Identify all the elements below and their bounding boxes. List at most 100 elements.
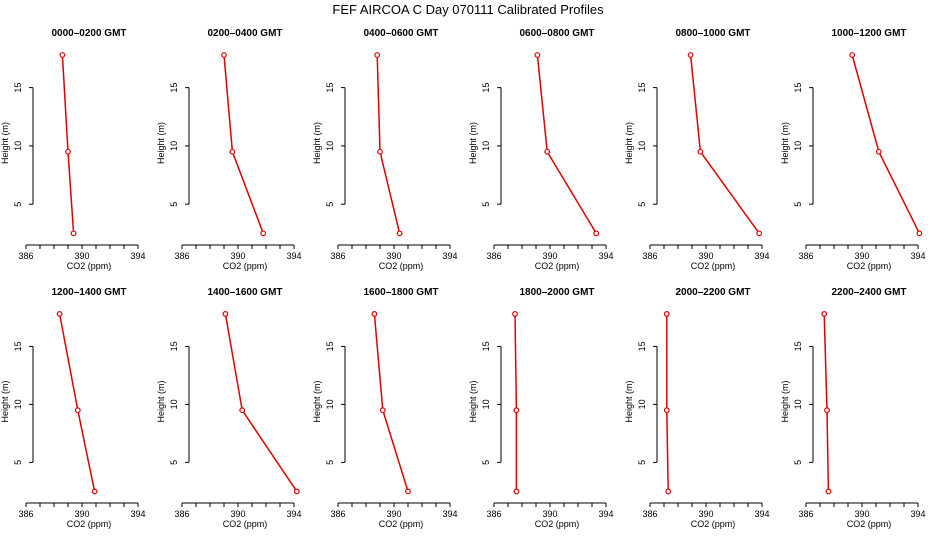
- y-axis-label: Height (m): [312, 380, 322, 422]
- y-tick-label: 5: [637, 460, 647, 465]
- profile-panel: 1200–1400 GMT 386 390 394 CO2 (ppm) 5 10 15 Heig…: [0, 287, 146, 529]
- y-tick-label: 15: [13, 341, 23, 351]
- data-point: [544, 148, 551, 155]
- x-tick-label: 390: [74, 509, 89, 519]
- y-axis-label: Height (m): [156, 380, 166, 422]
- data-point: [70, 230, 77, 237]
- profile-line: [223, 54, 264, 234]
- x-tick-label: 394: [442, 251, 457, 261]
- x-tick-label: 390: [854, 251, 869, 261]
- x-tick-label: 386: [18, 509, 33, 519]
- data-point: [91, 488, 98, 495]
- x-axis-label: CO2 (ppm): [223, 519, 268, 529]
- data-point: [371, 311, 378, 317]
- y-tick-label: 15: [481, 83, 491, 93]
- profile-panel: 2200–2400 GMT 386 390 394 CO2 (ppm) 5 10 15 Heig…: [780, 287, 926, 529]
- x-tick-label: 390: [230, 509, 245, 519]
- x-tick-label: 394: [598, 509, 613, 519]
- y-tick-label: 15: [793, 83, 803, 93]
- y-tick-label: 15: [637, 83, 647, 93]
- x-tick-label: 390: [698, 251, 713, 261]
- x-axis-label: CO2 (ppm): [691, 261, 736, 271]
- profile-line: [224, 313, 298, 492]
- y-tick-label: 15: [637, 341, 647, 351]
- panel-title: 0200–0400 GMT: [207, 28, 282, 39]
- x-axis-label: CO2 (ppm): [223, 261, 268, 271]
- x-tick-label: 394: [754, 509, 769, 519]
- data-point: [374, 52, 381, 58]
- x-tick-label: 386: [330, 251, 345, 261]
- profile-panel: 1400–1600 GMT 386 390 394 CO2 (ppm) 5 10 15 Heig…: [156, 287, 302, 529]
- x-tick-label: 390: [542, 509, 557, 519]
- data-point: [916, 230, 923, 237]
- y-axis-label: Height (m): [780, 122, 790, 164]
- profile-line: [514, 313, 518, 492]
- x-tick-label: 394: [286, 509, 301, 519]
- x-tick-label: 394: [910, 509, 925, 519]
- data-point: [875, 148, 882, 155]
- data-point: [56, 311, 63, 317]
- data-point: [59, 52, 66, 58]
- y-tick-label: 5: [325, 460, 335, 465]
- figure-title: FEF AIRCOA C Day 070111 Calibrated Profi…: [332, 2, 604, 17]
- y-axis-label: Height (m): [156, 122, 166, 164]
- y-axis-label: Height (m): [0, 380, 10, 422]
- profile-panel: 1600–1800 GMT 386 390 394 CO2 (ppm) 5 10 15 Heig…: [312, 287, 458, 529]
- data-point: [513, 407, 520, 414]
- x-tick-label: 386: [798, 509, 813, 519]
- y-tick-label: 5: [637, 202, 647, 207]
- x-axis-label: CO2 (ppm): [67, 261, 112, 271]
- y-tick-label: 10: [637, 399, 647, 409]
- y-tick-label: 5: [169, 460, 179, 465]
- x-tick-label: 390: [386, 509, 401, 519]
- y-tick-label: 5: [13, 202, 23, 207]
- x-tick-label: 386: [486, 251, 501, 261]
- data-point: [293, 488, 300, 495]
- y-axis-label: Height (m): [780, 380, 790, 422]
- y-tick-label: 10: [325, 399, 335, 409]
- y-axis-label: Height (m): [0, 122, 10, 164]
- data-point: [821, 311, 828, 317]
- x-tick-label: 394: [598, 251, 613, 261]
- y-tick-label: 5: [793, 202, 803, 207]
- panel-title: 0400–0600 GMT: [363, 28, 438, 39]
- data-point: [222, 311, 229, 317]
- data-point: [74, 407, 81, 414]
- profile-panel: 1000–1200 GMT 386 390 394 CO2 (ppm) 5 10 15 Heig…: [780, 28, 926, 271]
- x-tick-label: 386: [486, 509, 501, 519]
- y-tick-label: 15: [793, 341, 803, 351]
- x-tick-label: 386: [642, 509, 657, 519]
- y-tick-label: 15: [325, 83, 335, 93]
- y-tick-label: 5: [481, 460, 491, 465]
- y-tick-label: 10: [481, 141, 491, 151]
- profile-line: [851, 54, 921, 234]
- y-tick-label: 5: [169, 202, 179, 207]
- y-tick-label: 5: [793, 460, 803, 465]
- profile-line: [58, 313, 96, 492]
- x-tick-label: 390: [854, 509, 869, 519]
- data-point: [534, 52, 541, 58]
- data-point: [593, 230, 600, 237]
- y-tick-label: 10: [13, 399, 23, 409]
- data-point: [825, 488, 832, 495]
- data-point: [239, 407, 246, 414]
- y-tick-label: 10: [481, 399, 491, 409]
- data-point: [697, 148, 704, 155]
- data-point: [512, 311, 518, 317]
- x-tick-label: 386: [174, 251, 189, 261]
- y-tick-label: 5: [13, 460, 23, 465]
- y-tick-label: 10: [169, 399, 179, 409]
- y-tick-label: 10: [637, 141, 647, 151]
- data-point: [687, 52, 694, 58]
- x-tick-label: 390: [386, 251, 401, 261]
- x-axis-label: CO2 (ppm): [535, 261, 580, 271]
- x-tick-label: 394: [130, 509, 145, 519]
- x-axis-label: CO2 (ppm): [691, 519, 736, 529]
- data-point: [65, 148, 71, 155]
- x-axis-label: CO2 (ppm): [379, 261, 424, 271]
- data-point: [405, 488, 411, 495]
- profile-line: [689, 54, 760, 234]
- profile-panel: 0800–1000 GMT 386 390 394 CO2 (ppm) 5 10 15 Heig…: [624, 28, 770, 271]
- panel-title: 2200–2400 GMT: [831, 287, 906, 298]
